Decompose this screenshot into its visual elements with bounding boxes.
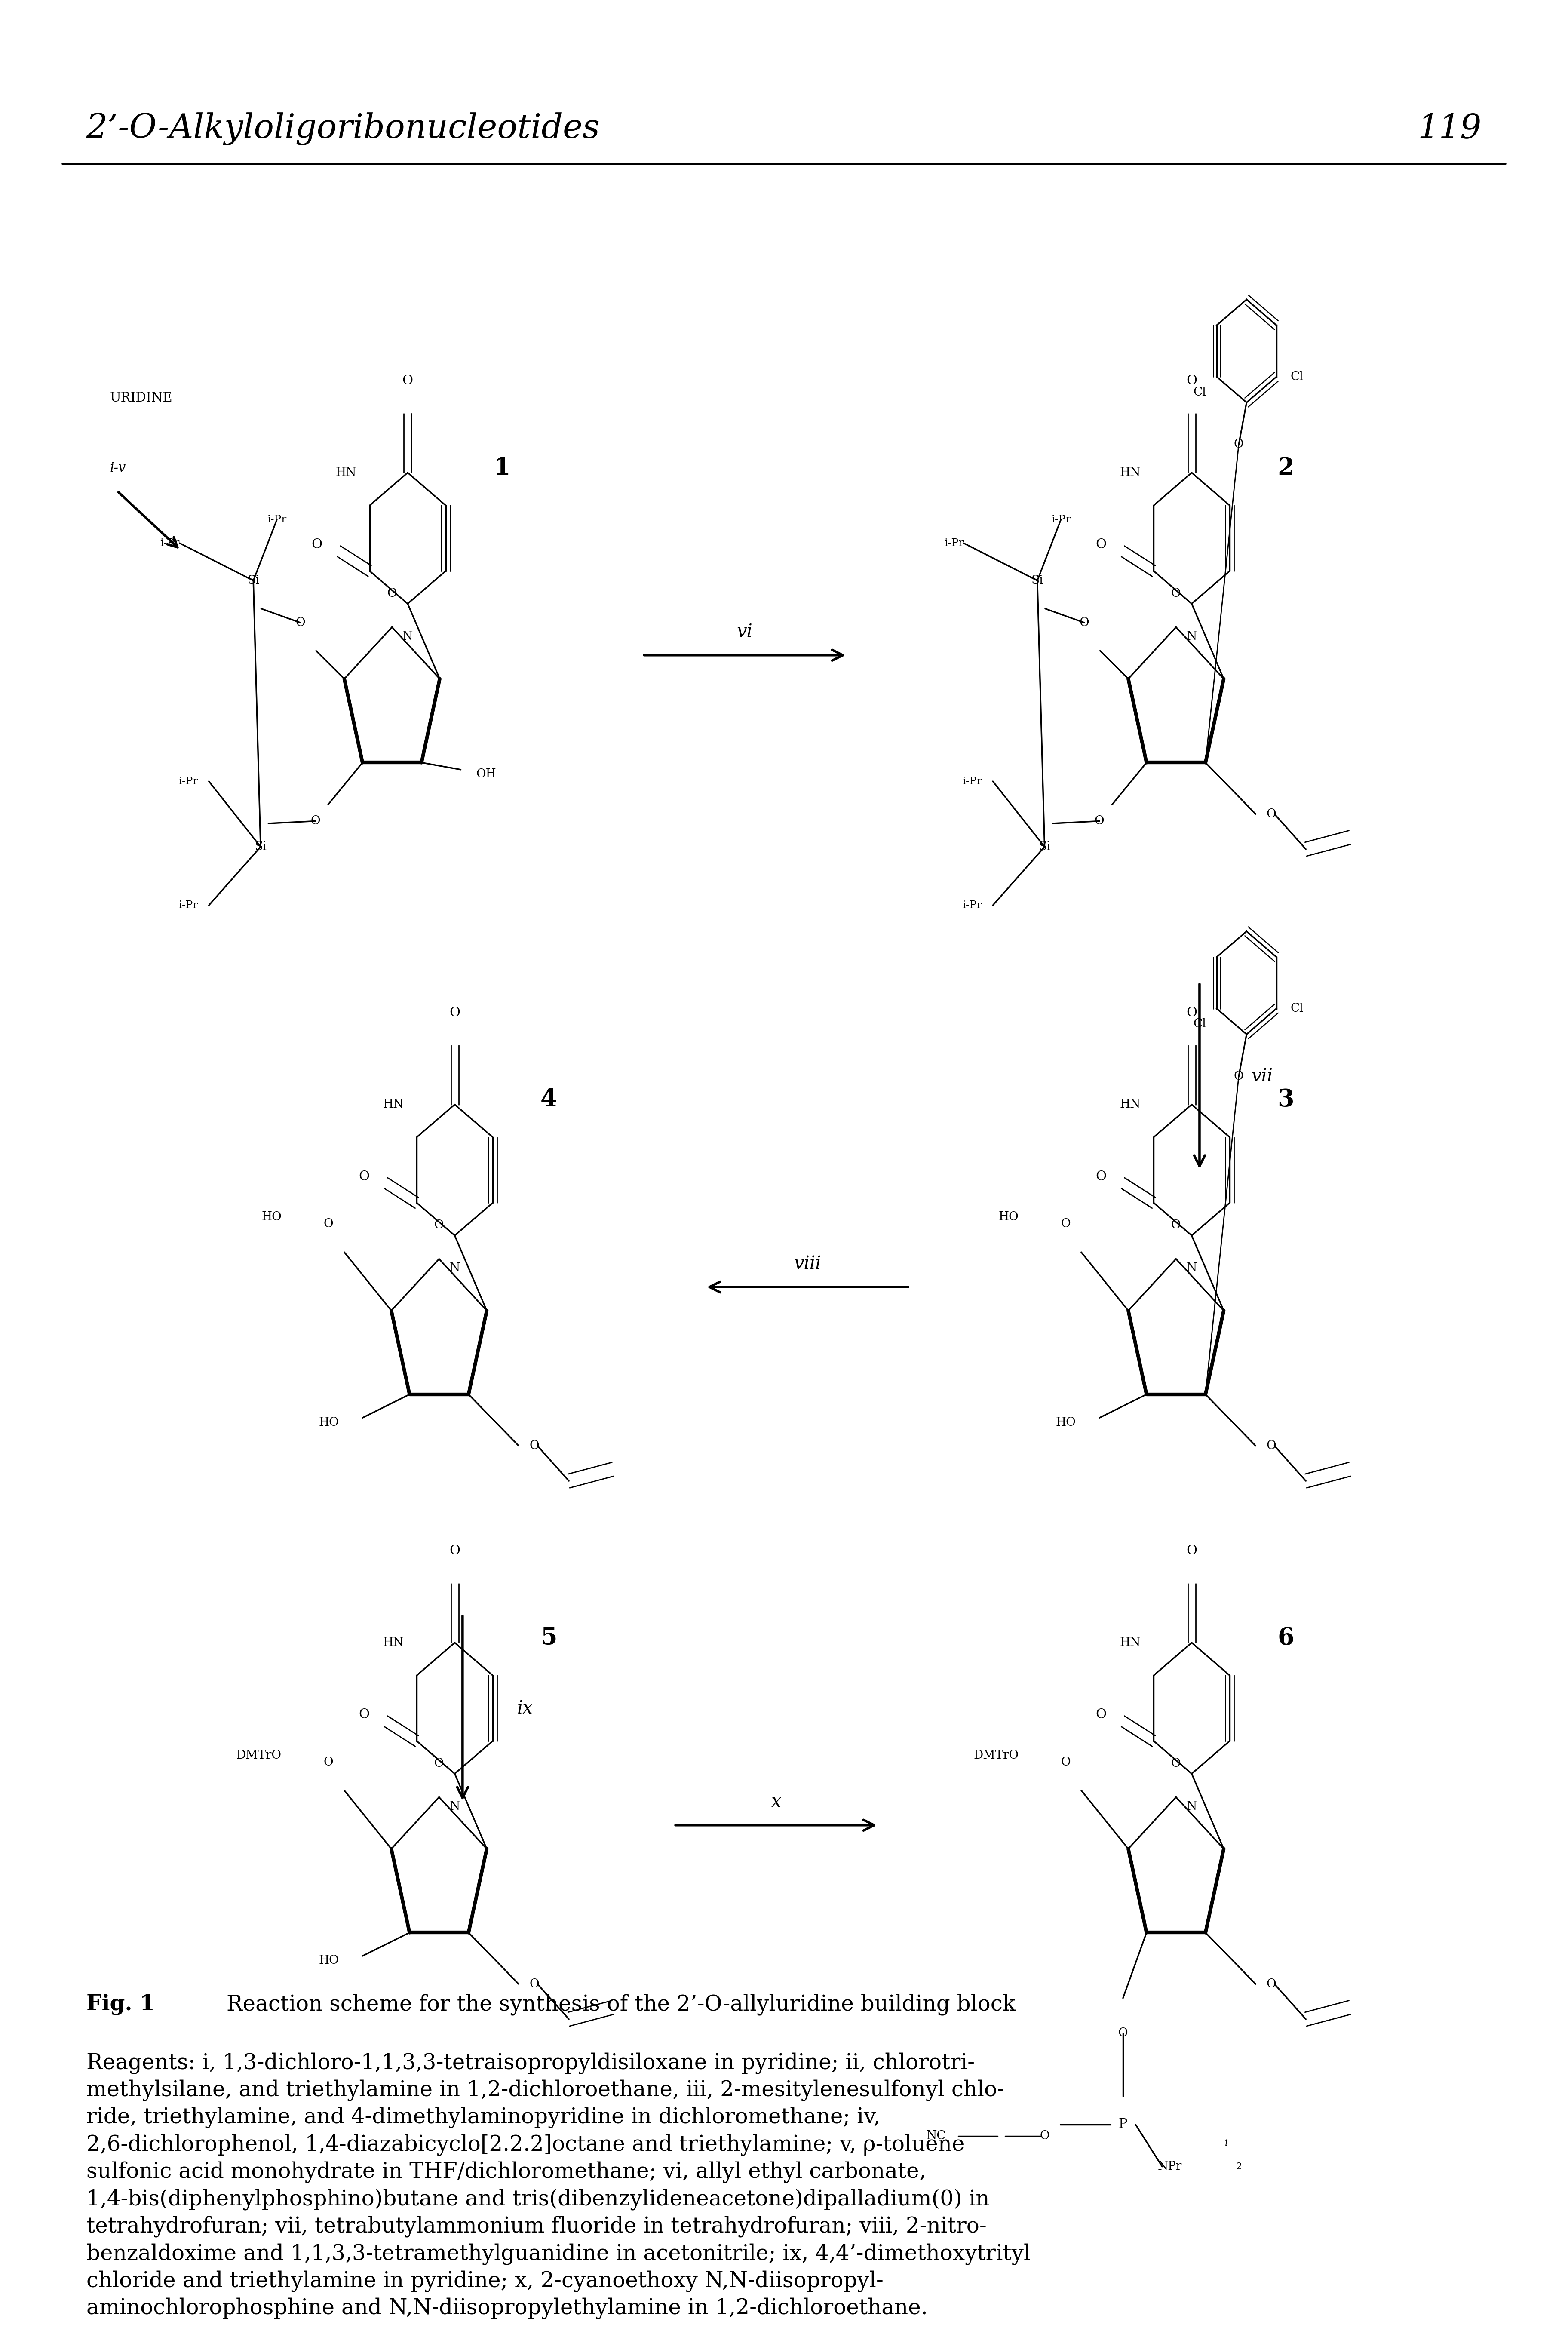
Text: i: i	[1225, 2139, 1228, 2148]
Text: O: O	[1171, 587, 1181, 599]
Text: 119: 119	[1417, 112, 1482, 145]
Text: NPr: NPr	[1157, 2160, 1182, 2172]
Text: O: O	[1171, 1219, 1181, 1231]
Text: ix: ix	[517, 1699, 533, 1718]
Text: O: O	[403, 374, 412, 388]
Text: O: O	[1096, 538, 1107, 552]
Text: O: O	[387, 587, 397, 599]
Text: i-Pr: i-Pr	[1051, 515, 1071, 524]
Text: i-Pr: i-Pr	[944, 538, 964, 548]
Text: Si: Si	[248, 576, 259, 587]
Text: N: N	[1187, 1264, 1196, 1273]
Text: Si: Si	[254, 840, 267, 852]
Text: HN: HN	[383, 1638, 403, 1647]
Text: O: O	[1234, 1072, 1243, 1081]
Text: O: O	[295, 618, 306, 629]
Text: Si: Si	[1038, 840, 1051, 852]
Text: Reaction scheme for the synthesis of the 2’-O-allyluridine building block: Reaction scheme for the synthesis of the…	[220, 1994, 1016, 2015]
Text: O: O	[1234, 440, 1243, 449]
Text: O: O	[1187, 1544, 1196, 1558]
Text: Reagents: i, 1,3-dichloro-1,1,3,3-tetraisopropyldisiloxane in pyridine; ii, chlo: Reagents: i, 1,3-dichloro-1,1,3,3-tetrai…	[86, 2052, 1030, 2319]
Text: O: O	[434, 1219, 444, 1231]
Text: HN: HN	[1120, 1638, 1140, 1647]
Text: O: O	[1094, 814, 1104, 826]
Text: O: O	[450, 1006, 459, 1020]
Text: 1: 1	[494, 456, 510, 480]
Text: N: N	[1187, 632, 1196, 641]
Text: 5: 5	[541, 1626, 557, 1650]
Text: O: O	[1187, 1006, 1196, 1020]
Text: HO: HO	[999, 1212, 1019, 1224]
Text: O: O	[1267, 1977, 1276, 1989]
Text: O: O	[530, 1977, 539, 1989]
Text: O: O	[1267, 1439, 1276, 1451]
Text: HO: HO	[318, 1954, 339, 1966]
Text: i-Pr: i-Pr	[267, 515, 287, 524]
Text: DMTrO: DMTrO	[237, 1750, 282, 1762]
Text: O: O	[1040, 2129, 1049, 2141]
Text: i-Pr: i-Pr	[963, 777, 982, 786]
Text: P: P	[1118, 2118, 1127, 2132]
Text: Cl: Cl	[1290, 372, 1303, 381]
Text: O: O	[323, 1757, 334, 1769]
Text: HN: HN	[1120, 1100, 1140, 1109]
Text: vii: vii	[1251, 1067, 1273, 1086]
Text: 2: 2	[1278, 456, 1294, 480]
Text: HO: HO	[318, 1416, 339, 1427]
Text: HN: HN	[1120, 468, 1140, 477]
Text: O: O	[359, 1170, 370, 1184]
Text: O: O	[312, 538, 323, 552]
Text: DMTrO: DMTrO	[974, 1750, 1019, 1762]
Text: O: O	[1118, 2026, 1127, 2038]
Text: x: x	[771, 1792, 781, 1811]
Text: OH: OH	[477, 768, 497, 779]
Text: i-Pr: i-Pr	[179, 777, 198, 786]
Text: O: O	[1060, 1757, 1071, 1769]
Text: Cl: Cl	[1290, 1004, 1303, 1013]
Text: URIDINE: URIDINE	[110, 391, 172, 405]
Text: N: N	[450, 1802, 459, 1811]
Text: N: N	[1187, 1802, 1196, 1811]
Text: HN: HN	[336, 468, 356, 477]
Text: O: O	[1096, 1708, 1107, 1722]
Text: O: O	[359, 1708, 370, 1722]
Text: 2’-O-Alkyloligoribonucleotides: 2’-O-Alkyloligoribonucleotides	[86, 112, 601, 145]
Text: i-Pr: i-Pr	[963, 901, 982, 910]
Text: O: O	[1171, 1757, 1181, 1769]
Text: i-Pr: i-Pr	[160, 538, 180, 548]
Text: O: O	[530, 1439, 539, 1451]
Text: i-v: i-v	[110, 461, 125, 475]
Text: 2: 2	[1236, 2162, 1242, 2172]
Text: 4: 4	[541, 1088, 557, 1112]
Text: O: O	[1267, 807, 1276, 819]
Text: HO: HO	[1055, 1416, 1076, 1427]
Text: Si: Si	[1032, 576, 1043, 587]
Text: N: N	[450, 1264, 459, 1273]
Text: Cl: Cl	[1193, 1018, 1206, 1030]
Text: O: O	[434, 1757, 444, 1769]
Text: HO: HO	[262, 1212, 282, 1224]
Text: vi: vi	[737, 622, 753, 641]
Text: i-Pr: i-Pr	[179, 901, 198, 910]
Text: HN: HN	[383, 1100, 403, 1109]
Text: NC: NC	[927, 2129, 946, 2141]
Text: 3: 3	[1278, 1088, 1294, 1112]
Text: 6: 6	[1278, 1626, 1294, 1650]
Text: O: O	[310, 814, 320, 826]
Text: O: O	[1060, 1219, 1071, 1231]
Text: O: O	[323, 1219, 334, 1231]
Text: Cl: Cl	[1193, 386, 1206, 398]
Text: viii: viii	[793, 1254, 822, 1273]
Text: O: O	[1079, 618, 1090, 629]
Text: O: O	[1187, 374, 1196, 388]
Text: Fig. 1: Fig. 1	[86, 1994, 155, 2015]
Text: N: N	[403, 632, 412, 641]
Text: O: O	[1096, 1170, 1107, 1184]
Text: O: O	[450, 1544, 459, 1558]
